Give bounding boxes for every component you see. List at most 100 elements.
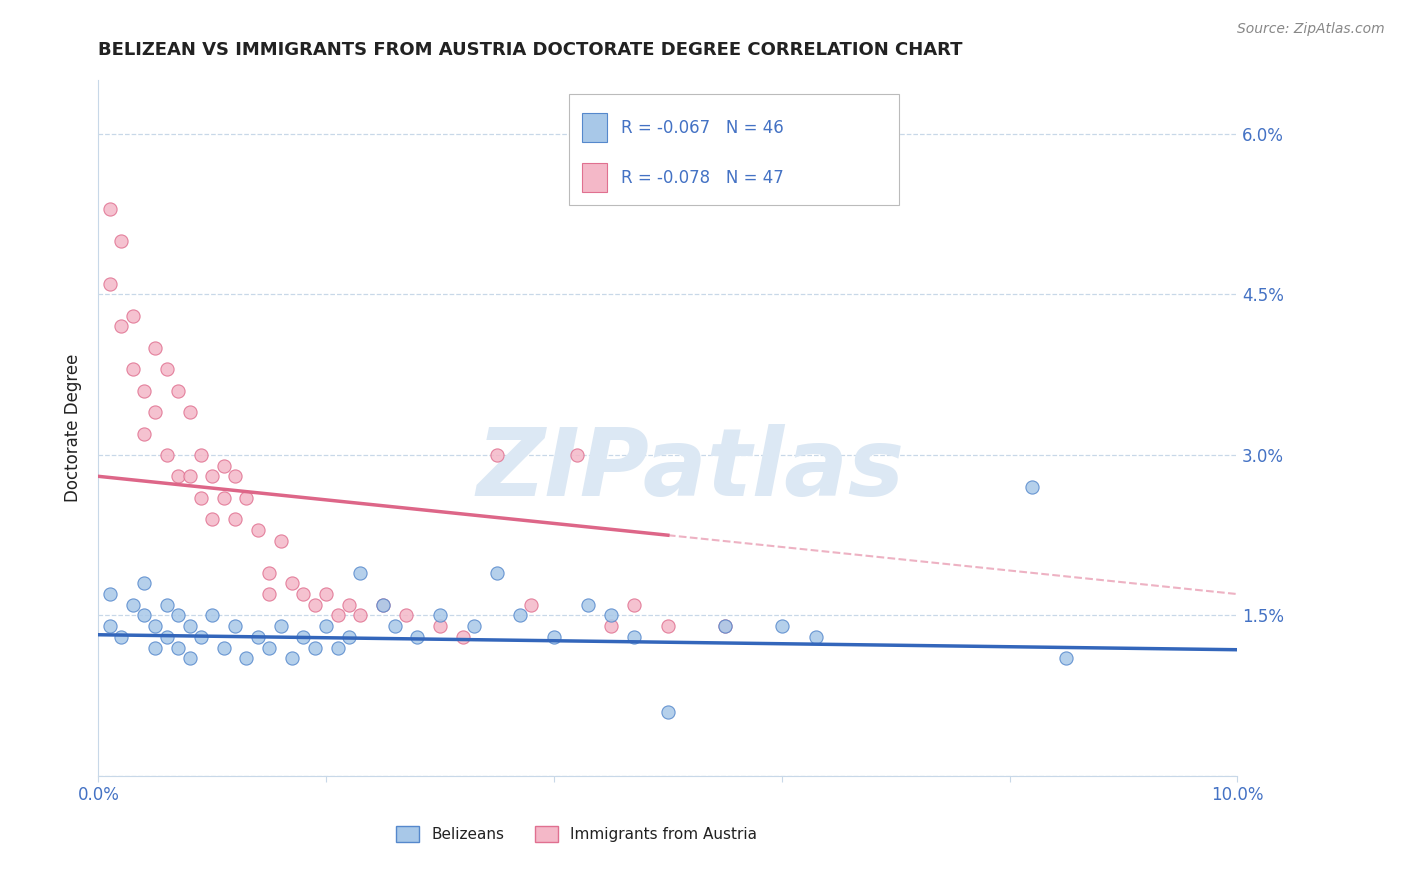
FancyBboxPatch shape	[569, 95, 898, 205]
Point	[576, 598, 599, 612]
Point	[714, 619, 737, 633]
Point	[395, 608, 418, 623]
Point	[623, 630, 645, 644]
Text: Source: ZipAtlas.com: Source: ZipAtlas.com	[1237, 22, 1385, 37]
Point	[657, 705, 679, 719]
Point	[167, 640, 190, 655]
Point	[429, 608, 451, 623]
Text: R = -0.067   N = 46: R = -0.067 N = 46	[621, 119, 785, 136]
Point	[1056, 651, 1078, 665]
Point	[212, 491, 235, 505]
Point	[167, 608, 190, 623]
Point	[201, 512, 224, 526]
Point	[259, 640, 281, 655]
Point	[406, 630, 429, 644]
Point	[132, 384, 155, 398]
Point	[270, 619, 292, 633]
Point	[145, 640, 167, 655]
Point	[770, 619, 793, 633]
Point	[132, 608, 155, 623]
Point	[121, 598, 143, 612]
Point	[429, 619, 451, 633]
FancyBboxPatch shape	[582, 113, 607, 142]
Text: BELIZEAN VS IMMIGRANTS FROM AUSTRIA DOCTORATE DEGREE CORRELATION CHART: BELIZEAN VS IMMIGRANTS FROM AUSTRIA DOCT…	[98, 41, 963, 59]
Point	[121, 362, 143, 376]
Point	[292, 630, 315, 644]
Point	[281, 651, 304, 665]
Point	[259, 566, 281, 580]
Point	[132, 576, 155, 591]
Point	[600, 619, 623, 633]
Point	[384, 619, 406, 633]
Point	[132, 426, 155, 441]
Point	[509, 608, 531, 623]
Point	[98, 619, 121, 633]
Point	[110, 630, 132, 644]
Point	[179, 405, 201, 419]
Point	[657, 619, 679, 633]
Point	[179, 469, 201, 483]
Point	[600, 608, 623, 623]
Point	[486, 566, 509, 580]
Point	[326, 608, 349, 623]
FancyBboxPatch shape	[582, 163, 607, 193]
Point	[190, 630, 212, 644]
Point	[373, 598, 395, 612]
Point	[451, 630, 474, 644]
Point	[349, 566, 371, 580]
Point	[326, 640, 349, 655]
Point	[259, 587, 281, 601]
Point	[156, 362, 179, 376]
Point	[315, 587, 337, 601]
Point	[110, 234, 132, 248]
Point	[224, 619, 246, 633]
Point	[349, 608, 371, 623]
Point	[270, 533, 292, 548]
Point	[156, 448, 179, 462]
Point	[304, 598, 326, 612]
Point	[98, 277, 121, 291]
Point	[224, 512, 246, 526]
Point	[167, 469, 190, 483]
Point	[623, 598, 645, 612]
Point	[179, 619, 201, 633]
Point	[156, 598, 179, 612]
Point	[212, 458, 235, 473]
Point	[337, 630, 360, 644]
Point	[292, 587, 315, 601]
Point	[1021, 480, 1043, 494]
Point	[246, 523, 269, 537]
Point	[98, 202, 121, 216]
Point	[121, 309, 143, 323]
Y-axis label: Doctorate Degree: Doctorate Degree	[65, 354, 83, 502]
Text: R = -0.078   N = 47: R = -0.078 N = 47	[621, 169, 785, 186]
Point	[337, 598, 360, 612]
Point	[235, 491, 257, 505]
Point	[315, 619, 337, 633]
Point	[145, 619, 167, 633]
Point	[190, 491, 212, 505]
Point	[110, 319, 132, 334]
Point	[246, 630, 269, 644]
Point	[373, 598, 395, 612]
Point	[145, 341, 167, 355]
Point	[565, 448, 588, 462]
Point	[281, 576, 304, 591]
Text: ZIPatlas: ZIPatlas	[477, 424, 904, 516]
Point	[520, 598, 543, 612]
Point	[804, 630, 827, 644]
Point	[98, 587, 121, 601]
Point	[235, 651, 257, 665]
Point	[714, 619, 737, 633]
Point	[486, 448, 509, 462]
Point	[212, 640, 235, 655]
Point	[190, 448, 212, 462]
Point	[463, 619, 485, 633]
Point	[145, 405, 167, 419]
Point	[201, 608, 224, 623]
Point	[201, 469, 224, 483]
Point	[156, 630, 179, 644]
Point	[167, 384, 190, 398]
Point	[543, 630, 565, 644]
Legend: Belizeans, Immigrants from Austria: Belizeans, Immigrants from Austria	[391, 821, 763, 848]
